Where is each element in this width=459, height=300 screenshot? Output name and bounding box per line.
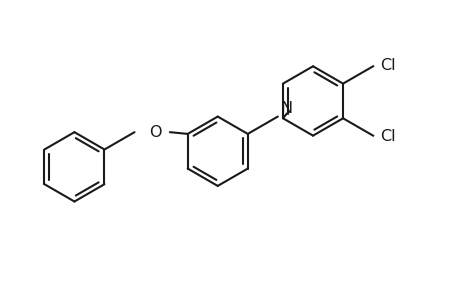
Text: N: N xyxy=(280,100,292,116)
Text: O: O xyxy=(149,125,161,140)
Text: Cl: Cl xyxy=(379,58,395,73)
Text: Cl: Cl xyxy=(379,129,395,144)
